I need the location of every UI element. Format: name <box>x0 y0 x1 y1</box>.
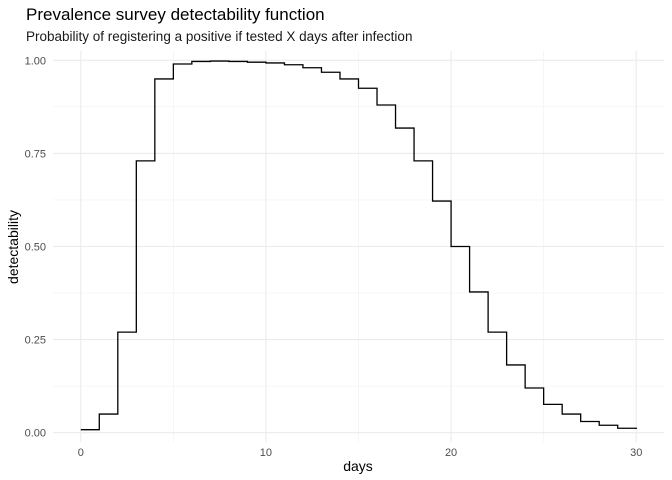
y-tick-label: 0.50 <box>25 242 46 254</box>
y-tick-label: 0.00 <box>25 428 46 440</box>
chart-subtitle: Probability of registering a positive if… <box>26 29 413 44</box>
x-tick-label: 30 <box>630 447 642 459</box>
detectability-step-line <box>80 60 637 431</box>
x-tick-label: 0 <box>78 447 84 459</box>
y-tick-label: 0.75 <box>25 148 46 160</box>
chart-title: Prevalence survey detectability function <box>26 5 325 24</box>
x-axis-title: days <box>343 458 373 474</box>
x-tick-label: 10 <box>260 447 272 459</box>
minor-gridlines <box>53 51 664 442</box>
series-layer <box>80 60 637 431</box>
tick-labels: 0 10 20 30 0.00 0.25 0.50 0.75 1.00 <box>25 55 643 459</box>
y-tick-label: 1.00 <box>25 55 46 67</box>
y-axis-title: detectability <box>5 210 21 284</box>
y-tick-label: 0.25 <box>25 335 46 347</box>
x-tick-label: 20 <box>445 447 457 459</box>
